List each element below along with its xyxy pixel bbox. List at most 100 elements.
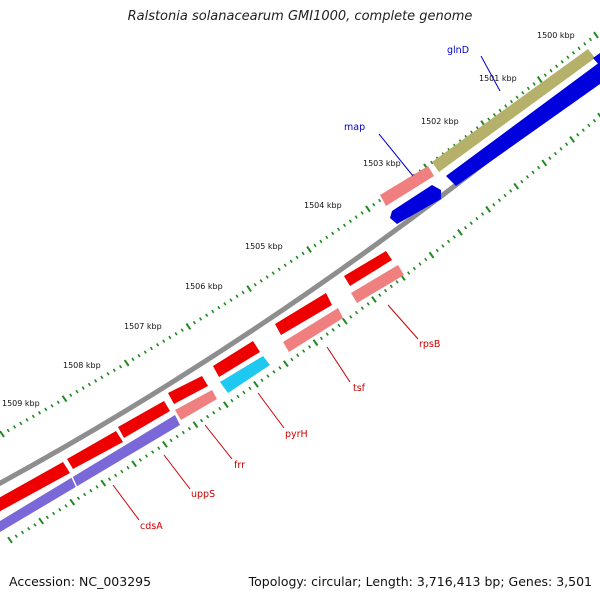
minor-tick [7,429,9,432]
minor-tick [533,83,535,86]
minor-tick [113,369,115,372]
major-tick [514,183,518,189]
outer-tick-ring [0,32,598,437]
major-tick [163,442,167,448]
minor-tick [499,199,501,202]
minor-tick [594,119,596,122]
minor-tick [556,65,558,68]
major-tick [343,318,347,324]
minor-tick [176,435,178,438]
minor-tick [549,157,551,160]
circular-genome-map: 1500 kbp 1501 kbp 1502 kbp 1503 kbp 1504… [0,0,600,600]
minor-tick [278,268,280,271]
minor-tick [302,252,304,255]
minor-tick [200,318,202,321]
minor-tick [242,291,244,294]
minor-tick [419,263,421,266]
minor-tick [26,419,28,422]
major-tick [132,461,136,467]
minor-tick [516,96,518,99]
gene-small-end-arrow[interactable] [593,53,600,66]
gene-label-pyrH: pyrH [285,429,308,440]
minor-tick [361,307,363,310]
major-tick [39,518,43,524]
minor-tick [367,303,369,306]
gene-label-uppS: uppS [191,489,215,500]
gene-label-frr: frr [234,460,245,471]
major-tick [594,32,598,38]
minor-tick [266,276,268,279]
minor-tick [70,394,72,397]
minor-tick [361,212,363,215]
minor-tick [120,365,122,368]
minor-tick [57,401,59,404]
minor-tick [115,474,117,477]
scale-label: 1504 kbp [304,201,342,210]
minor-tick [127,466,129,469]
minor-tick [350,220,352,223]
minor-tick [212,310,214,313]
minor-tick [218,306,220,309]
minor-tick [236,295,238,298]
minor-tick [132,358,134,361]
gene-label-cdsA: cdsA [140,521,163,532]
minor-tick [51,405,53,408]
minor-tick [379,199,381,202]
minor-tick [46,516,48,519]
minor-tick [326,333,328,336]
minor-tick [470,222,472,225]
minor-tick [76,390,78,393]
minor-tick [219,407,221,410]
minor-tick [272,272,274,275]
minor-tick [505,105,507,108]
minor-tick [338,324,340,327]
scale-label: 1506 kbp [185,282,223,291]
major-tick [570,137,574,143]
minor-tick [521,180,523,183]
minor-tick [488,118,490,121]
gene-label-tsf: tsf [353,383,366,394]
minor-tick [121,470,123,473]
minor-tick [267,375,269,378]
minor-tick [231,399,233,402]
scale-label: 1509 kbp [2,399,40,408]
major-tick [486,207,490,213]
minor-tick [493,204,495,207]
minor-tick [78,497,80,500]
minor-tick [442,245,444,248]
scale-label: 1500 kbp [537,31,575,40]
minor-tick [290,260,292,263]
minor-tick [260,280,262,283]
minor-tick [431,161,433,164]
minor-tick [413,267,415,270]
gene-reverse-large[interactable] [446,62,600,186]
minor-tick [291,358,293,361]
minor-tick [175,333,177,336]
minor-tick [158,447,160,450]
major-tick [101,480,105,486]
minor-tick [201,419,203,422]
minor-tick [511,100,513,103]
gene-label-glnD: glnD [447,45,469,56]
scale-label: 1503 kbp [363,159,401,168]
gene-glnD-region[interactable] [432,49,595,172]
minor-tick [90,489,92,492]
major-tick [0,431,4,437]
minor-tick [396,281,398,284]
minor-tick [561,60,563,63]
minor-tick [567,56,569,59]
genome-map-canvas: Ralstonia solanacearum GMI1000, complete… [0,0,600,600]
major-tick [125,360,129,366]
minor-tick [390,285,392,288]
minor-tick [321,337,323,340]
gene-label-rpsB: rpsB [419,339,440,350]
major-tick [458,230,462,236]
major-tick [8,537,12,543]
minor-tick [107,372,109,375]
minor-tick [527,176,529,179]
minor-tick [224,303,226,306]
minor-tick [408,272,410,275]
minor-tick [350,316,352,319]
minor-tick [144,351,146,354]
gene-label-map: map [344,122,365,133]
